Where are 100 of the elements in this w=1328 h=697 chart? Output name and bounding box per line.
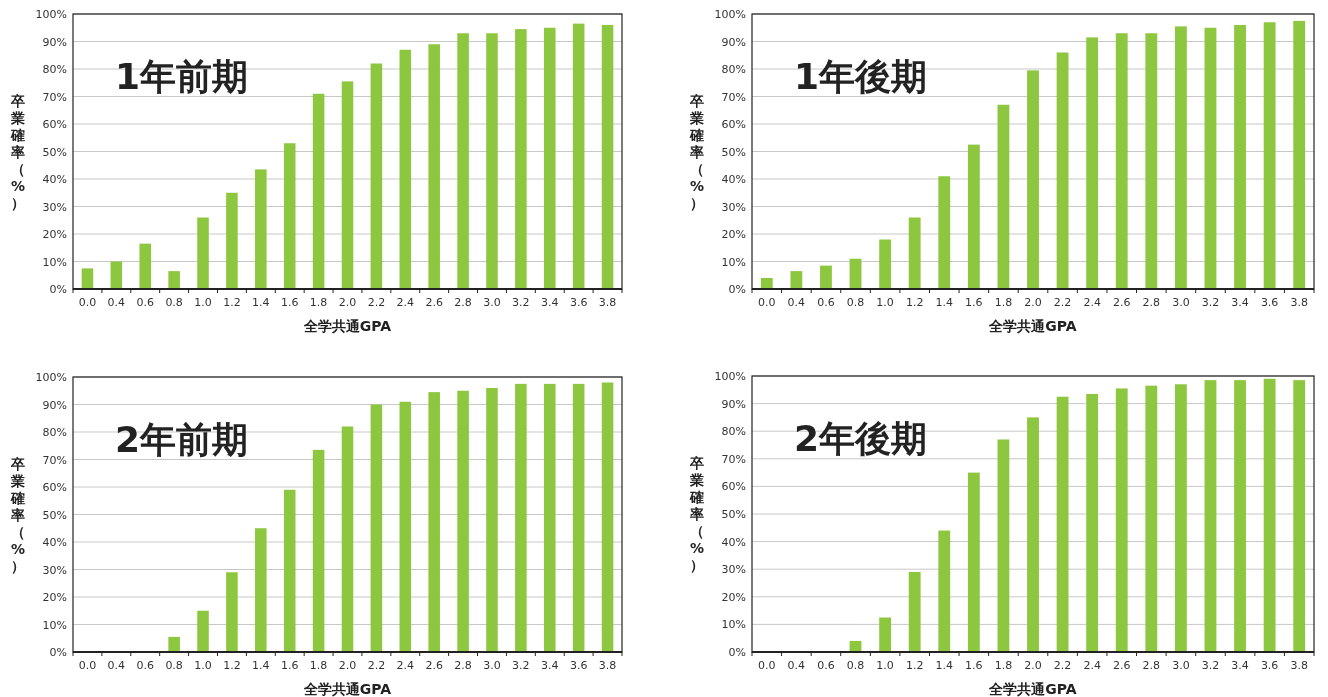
y-tick-label: 80% [42, 63, 67, 76]
bar [1056, 396, 1069, 652]
text: 1年前期 [115, 56, 249, 97]
bar [457, 390, 469, 652]
bar [1234, 25, 1246, 289]
x-tick-label: 1.4 [252, 296, 270, 309]
bar [399, 49, 412, 289]
y-tick-label: 30% [42, 563, 67, 577]
x-tick-label: 0.6 [136, 659, 154, 672]
x-tick-label: 2.4 [396, 296, 415, 309]
x-tick-label: 3.2 [1201, 296, 1220, 309]
bar [515, 29, 527, 289]
bar [1293, 380, 1306, 652]
x-tick-label: 3.6 [569, 296, 588, 309]
bar [110, 261, 123, 289]
x-tick-label: 1.8 [309, 659, 328, 672]
x-tick-label: 0.0 [78, 659, 97, 672]
bar [1086, 393, 1099, 652]
bar [226, 192, 238, 289]
x-tick-label: 3.6 [1260, 659, 1279, 672]
x-tick-label: 1.2 [223, 296, 241, 309]
x-tick-label: 3.2 [512, 659, 530, 672]
x-tick-label: 3.8 [598, 296, 617, 309]
bar [515, 383, 527, 652]
x-tick-label: 3.6 [1260, 296, 1279, 309]
y-tick-label: 50% [721, 145, 746, 159]
x-tick-label: 3.4 [541, 659, 559, 672]
x-tick-label: 3.0 [483, 659, 501, 672]
bar [197, 610, 209, 652]
x-tick-label: 2.2 [1053, 296, 1072, 309]
x-tick-label: 1.4 [935, 296, 954, 309]
bar [255, 169, 267, 289]
x-tick-label: 2.8 [1142, 659, 1161, 672]
bar [341, 426, 354, 652]
text: 2年後期 [794, 418, 928, 459]
bar [1174, 384, 1187, 652]
y-tick-label: 30% [721, 200, 746, 214]
x-tick-label: 1.2 [905, 659, 924, 672]
x-tick-label: 3.6 [569, 659, 588, 672]
y-tick-label: 90% [721, 397, 746, 411]
x-tick-label: 1.8 [309, 296, 328, 309]
x-tick-label: 3.8 [598, 659, 617, 672]
y-tick-label: 70% [721, 90, 746, 104]
y-tick-label: 40% [721, 173, 746, 186]
bar [283, 143, 296, 289]
y-tick-label: 90% [42, 398, 67, 412]
x-tick-label: 2.2 [1053, 659, 1072, 672]
y-tick-label: 0% [728, 283, 746, 296]
y-tick-label: 0% [49, 646, 67, 659]
bar [1086, 37, 1099, 289]
bar [312, 449, 325, 652]
bar [543, 27, 556, 289]
x-tick-label: 0.8 [165, 296, 183, 309]
x-tick-label: 2.2 [367, 296, 386, 309]
y-tick-label: 20% [42, 228, 67, 241]
y-tick-label: 10% [721, 618, 746, 632]
x-tick-label: 1.8 [994, 659, 1013, 672]
bar [283, 489, 296, 652]
text: 1年後期 [794, 56, 928, 97]
y-tick-label: 70% [42, 453, 67, 467]
x-tick-label: 1.0 [876, 659, 894, 672]
x-tick-label: 2.0 [1024, 296, 1042, 309]
x-tick-label: 0.4 [787, 296, 806, 309]
x-tick-label: 3.2 [1201, 659, 1220, 672]
x-tick-label: 2.0 [338, 296, 357, 309]
bar [938, 176, 951, 289]
bar [601, 382, 614, 652]
y-axis-title: 卒業確率（%） [10, 92, 26, 211]
y-tick-label: 20% [721, 228, 746, 241]
x-tick-label: 3.0 [1172, 296, 1190, 309]
x-tick-label: 3.0 [1172, 659, 1190, 672]
x-tick-label: 0.8 [846, 659, 865, 672]
x-tick-label: 3.4 [541, 296, 559, 309]
x-tick-label: 3.8 [1290, 296, 1308, 309]
x-tick-label: 1.6 [280, 659, 299, 672]
y-tick-label: 30% [42, 200, 67, 214]
x-tick-label: 2.6 [1112, 659, 1131, 672]
bar [879, 239, 892, 289]
y-axis-title: 卒業確率（%） [689, 92, 705, 211]
bar [997, 104, 1010, 289]
bar [226, 572, 238, 652]
bar [1204, 27, 1217, 289]
bar [1115, 388, 1128, 652]
bar [81, 268, 94, 289]
x-axis-title: 全学共通GPA [988, 681, 1077, 697]
y-tick-label: 80% [721, 425, 746, 439]
x-tick-label: 0.4 [787, 659, 806, 672]
y-tick-label: 100% [714, 370, 746, 383]
x-tick-label: 1.6 [965, 659, 983, 672]
y-tick-label: 40% [721, 535, 746, 549]
x-tick-label: 1.4 [935, 659, 954, 672]
bar [908, 217, 921, 289]
bar [399, 401, 412, 652]
x-tick-label: 2.4 [1083, 659, 1101, 672]
x-tick-label: 2.2 [367, 659, 386, 672]
x-tick-label: 0.4 [107, 296, 126, 309]
x-tick-label: 3.8 [1290, 659, 1308, 672]
y-tick-label: 100% [714, 8, 746, 21]
y-tick-label: 30% [721, 563, 746, 577]
y-tick-label: 60% [721, 480, 746, 494]
